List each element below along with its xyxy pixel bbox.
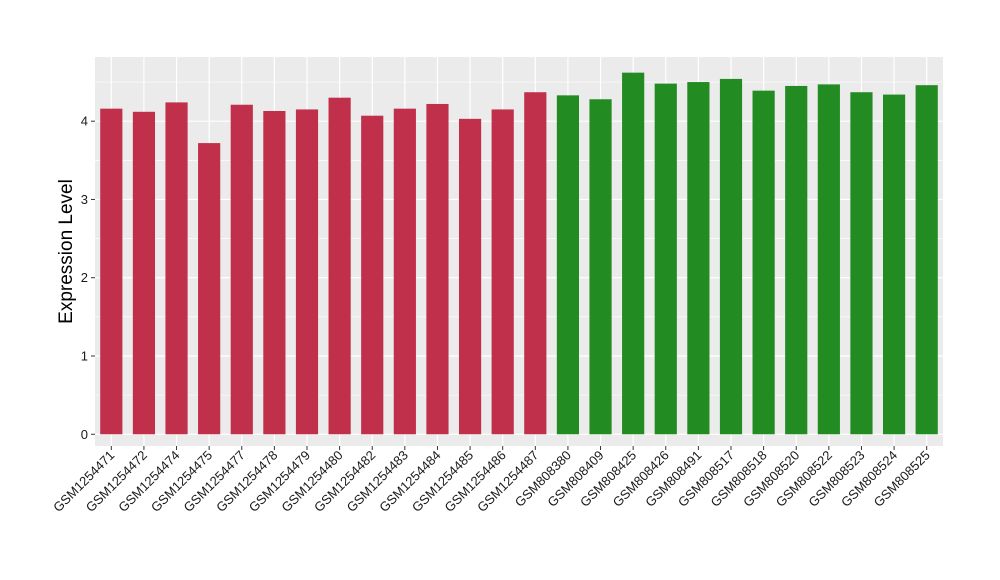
bars — [100, 72, 938, 435]
y-tick-label: 1 — [81, 348, 88, 363]
bar-GSM1254477 — [230, 104, 253, 435]
bar-GSM1254487 — [524, 92, 547, 435]
bar-GSM808518 — [752, 90, 775, 435]
bar-GSM1254472 — [132, 111, 156, 435]
bar-GSM1254484 — [426, 103, 449, 435]
bar-GSM808522 — [817, 84, 840, 435]
bar-GSM1254474 — [165, 102, 188, 435]
bar-GSM808517 — [719, 78, 743, 435]
y-tick-label: 2 — [81, 270, 88, 285]
bar-GSM808520 — [785, 85, 808, 435]
bar-GSM1254479 — [295, 109, 319, 435]
bar-GSM808524 — [882, 94, 906, 435]
bar-GSM808525 — [915, 85, 938, 435]
bar-GSM1254480 — [328, 97, 351, 435]
bar-GSM1254485 — [458, 118, 482, 435]
bar-GSM1254482 — [361, 115, 384, 435]
bar-GSM808409 — [589, 99, 612, 435]
bar-GSM808425 — [622, 72, 645, 435]
bar-GSM1254471 — [100, 108, 123, 435]
bar-GSM1254475 — [198, 143, 221, 435]
bar-GSM1254483 — [393, 108, 416, 435]
bar-GSM808523 — [850, 92, 873, 435]
y-axis: 0 1 2 3 4 — [81, 114, 95, 442]
plot-panel — [95, 57, 943, 446]
y-tick-label: 4 — [81, 114, 88, 129]
y-tick-label: 3 — [81, 192, 88, 207]
bar-GSM1254478 — [263, 111, 286, 435]
x-axis: GSM1254471GSM1254472GSM1254474GSM1254475… — [50, 446, 933, 515]
y-tick-label: 0 — [81, 427, 88, 442]
bar-GSM808491 — [687, 82, 710, 435]
y-axis-title: Expression Level — [56, 179, 77, 324]
bar-GSM1254486 — [491, 109, 514, 435]
bar-GSM808380 — [556, 95, 580, 435]
bar-GSM808426 — [654, 83, 677, 435]
